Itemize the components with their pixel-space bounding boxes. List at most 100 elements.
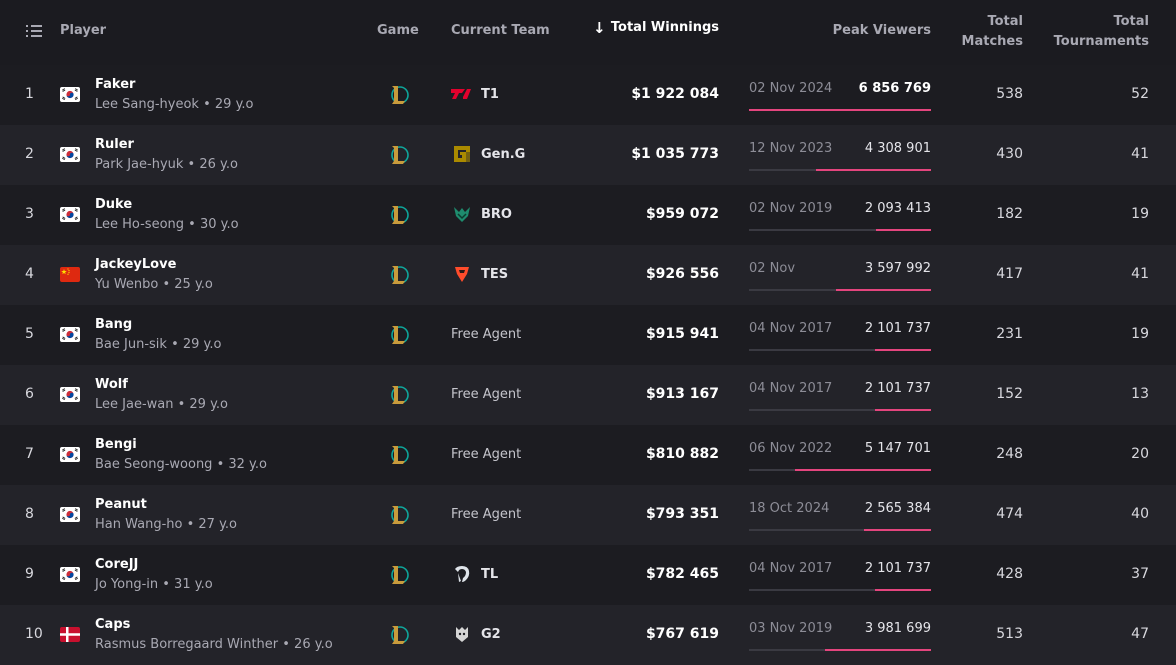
player-name[interactable]: Faker [95, 77, 136, 92]
league-of-legends-icon[interactable] [389, 624, 409, 646]
columns-menu-icon[interactable] [26, 24, 42, 42]
player-name[interactable]: CoreJJ [95, 557, 139, 572]
league-of-legends-icon[interactable] [389, 384, 409, 406]
league-of-legends-icon[interactable] [389, 324, 409, 346]
peak-date: 04 Nov 2017 [749, 561, 833, 576]
team-name: T1 [481, 86, 499, 102]
total-matches: 538 [996, 86, 1023, 102]
player-name[interactable]: Peanut [95, 497, 147, 512]
peak-viewers-bar-fill [876, 229, 931, 231]
current-team[interactable]: Gen.G [451, 143, 525, 165]
table-row[interactable]: 6 Wolf Lee Jae-wan • 29 y.o Free Agent $… [0, 365, 1176, 425]
team-logo-icon [451, 204, 473, 224]
column-current-team[interactable]: Current Team [451, 23, 550, 38]
peak-viewers-bar-fill [874, 409, 931, 411]
current-team[interactable]: TES [451, 263, 508, 285]
rank-number: 5 [25, 326, 34, 342]
column-player[interactable]: Player [60, 23, 107, 38]
player-realname-age: Rasmus Borregaard Winther • 26 y.o [95, 637, 333, 652]
peak-date: 02 Nov 2019 [749, 201, 833, 216]
player-name[interactable]: Duke [95, 197, 133, 212]
column-game[interactable]: Game [377, 23, 419, 38]
total-matches: 474 [996, 506, 1023, 522]
team-name: TL [481, 566, 499, 582]
total-winnings: $926 556 [645, 266, 719, 282]
table-row[interactable]: 1 Faker Lee Sang-hyeok • 29 y.o T1 $1 92… [0, 65, 1176, 125]
total-winnings: $1 035 773 [631, 146, 719, 162]
player-realname-age: Jo Yong-in • 31 y.o [95, 577, 213, 592]
current-team[interactable]: T1 [451, 83, 499, 105]
league-of-legends-icon[interactable] [389, 264, 409, 286]
country-flag-icon [60, 147, 80, 162]
player-realname-age: Han Wang-ho • 27 y.o [95, 517, 238, 532]
player-name[interactable]: Bengi [95, 437, 137, 452]
player-realname-age: Lee Jae-wan • 29 y.o [95, 397, 229, 412]
peak-viewers-bar-fill [863, 529, 931, 531]
table-row[interactable]: 5 Bang Bae Jun-sik • 29 y.o Free Agent $… [0, 305, 1176, 365]
total-matches: 430 [996, 146, 1023, 162]
total-winnings: $793 351 [645, 506, 719, 522]
table-row[interactable]: 10 Caps Rasmus Borregaard Winther • 26 y… [0, 605, 1176, 665]
league-of-legends-icon[interactable] [389, 144, 409, 166]
table-row[interactable]: 9 CoreJJ Jo Yong-in • 31 y.o TL $782 465… [0, 545, 1176, 605]
total-winnings: $959 072 [645, 206, 719, 222]
league-of-legends-icon[interactable] [389, 504, 409, 526]
rank-number: 3 [25, 206, 34, 222]
team-name: Gen.G [481, 146, 526, 162]
column-total-matches[interactable]: Total Matches [962, 12, 1023, 52]
player-name[interactable]: Bang [95, 317, 133, 332]
team-name: Free Agent [451, 326, 522, 342]
column-total-tournaments-line1: Total [1113, 14, 1149, 29]
league-of-legends-icon[interactable] [389, 204, 409, 226]
peak-date: 12 Nov 2023 [749, 141, 833, 156]
peak-viewers-bar [749, 289, 931, 291]
current-team[interactable]: BRO [451, 203, 512, 225]
column-total-winnings[interactable]: Total Winnings [610, 20, 719, 35]
peak-viewers: 2 101 737 [864, 321, 931, 336]
country-flag-icon [60, 87, 80, 102]
peak-viewers: 2 093 413 [864, 201, 931, 216]
rank-number: 4 [25, 266, 34, 282]
league-of-legends-icon[interactable] [389, 84, 409, 106]
peak-viewers: 2 101 737 [864, 381, 931, 396]
current-team[interactable]: TL [451, 563, 498, 585]
player-name[interactable]: Ruler [95, 137, 134, 152]
peak-viewers: 2 565 384 [864, 501, 931, 516]
column-total-matches-line1: Total [987, 14, 1023, 29]
team-logo-icon [451, 144, 473, 164]
peak-date: 02 Nov [749, 261, 796, 276]
total-winnings: $767 619 [645, 626, 719, 642]
peak-viewers: 3 597 992 [864, 261, 931, 276]
team-name: TES [481, 266, 509, 282]
player-realname-age: Yu Wenbo • 25 y.o [95, 277, 213, 292]
current-team[interactable]: G2 [451, 623, 501, 645]
league-of-legends-icon[interactable] [389, 564, 409, 586]
country-flag-icon [60, 627, 80, 642]
rank-number: 8 [25, 506, 34, 522]
player-realname-age: Park Jae-hyuk • 26 y.o [95, 157, 238, 172]
column-total-tournaments[interactable]: Total Tournaments [1054, 12, 1149, 52]
country-flag-icon [60, 327, 80, 342]
peak-viewers: 3 981 699 [864, 621, 931, 636]
player-name[interactable]: Wolf [95, 377, 128, 392]
player-name[interactable]: JackeyLove [95, 257, 177, 272]
table-row[interactable]: 4 JackeyLove Yu Wenbo • 25 y.o TES $926 … [0, 245, 1176, 305]
team-logo-icon [451, 564, 473, 584]
total-matches: 417 [996, 266, 1023, 282]
table-row[interactable]: 2 Ruler Park Jae-hyuk • 26 y.o Gen.G $1 … [0, 125, 1176, 185]
sort-desc-icon[interactable]: ↓ [593, 19, 606, 37]
peak-viewers-bar-fill [825, 649, 931, 651]
peak-viewers-bar-fill [749, 109, 931, 111]
league-of-legends-icon[interactable] [389, 444, 409, 466]
column-total-matches-line2: Matches [961, 34, 1023, 49]
total-matches: 248 [996, 446, 1023, 462]
table-row[interactable]: 7 Bengi Bae Seong-woong • 32 y.o Free Ag… [0, 425, 1176, 485]
table-row[interactable]: 3 Duke Lee Ho-seong • 30 y.o BRO $959 07… [0, 185, 1176, 245]
peak-viewers-bar [749, 409, 931, 411]
team-name: BRO [481, 206, 512, 222]
current-team: Free Agent [451, 383, 521, 405]
column-peak-viewers[interactable]: Peak Viewers [832, 23, 931, 38]
table-row[interactable]: 8 Peanut Han Wang-ho • 27 y.o Free Agent… [0, 485, 1176, 545]
player-name[interactable]: Caps [95, 617, 131, 632]
country-flag-icon [60, 507, 80, 522]
